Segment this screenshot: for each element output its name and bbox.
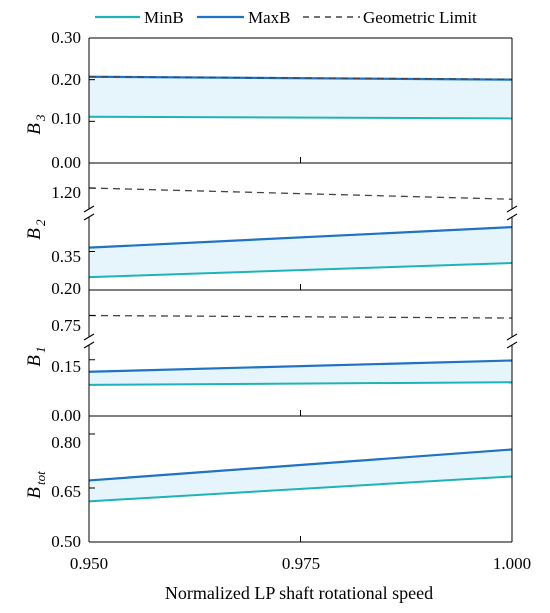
x-tick-label: 0.975 [282, 554, 320, 573]
band-fill-b2 [89, 227, 512, 278]
y-tick-label: 0.75 [51, 316, 81, 335]
series-maxb-line-btot [88, 448, 513, 482]
x-tick-labels: 0.950 0.975 1.000 [70, 554, 531, 573]
axis-break-mark [83, 333, 95, 341]
series-geometric-limit-line-b3 [88, 76, 513, 80]
x-tick-label: 1.000 [493, 554, 531, 573]
axis-break-mark [506, 341, 518, 349]
legend-limit-label: Geometric Limit [363, 8, 477, 27]
chart-marks [83, 37, 518, 543]
axis-break-mark [83, 205, 95, 213]
y-tick-label: 0.00 [51, 153, 81, 172]
axis-break-mark [83, 213, 95, 221]
y-tick-labels: 0.30 0.20 0.10 0.00 1.20 0.35 0.20 0.75 … [51, 28, 81, 551]
legend: MinB MaxB Geometric Limit [95, 8, 477, 27]
y-tick-label: 0.10 [51, 109, 81, 128]
y-tick-label: 0.15 [51, 357, 81, 376]
y-axis-label-btot: B tot [24, 471, 48, 499]
x-axis-label: Normalized LP shaft rotational speed [165, 583, 433, 603]
series-minb-line-b2 [88, 262, 513, 279]
y-tick-label: 0.50 [51, 532, 81, 551]
y-tick-label: 0.65 [51, 482, 81, 501]
band-fill-btot [89, 449, 512, 502]
legend-minb-label: MinB [144, 8, 184, 27]
series-minb-line-b3 [88, 115, 513, 120]
y-label-main: B [24, 123, 45, 135]
axis-break-mark [506, 205, 518, 213]
y-tick-label: 0.20 [51, 70, 81, 89]
series-maxb-line-b1 [88, 359, 513, 373]
y-tick-label: 0.80 [51, 433, 81, 452]
svg-text:B: B [24, 123, 45, 135]
band-fill-b1 [89, 360, 512, 385]
y-label-sub: 1 [33, 347, 48, 354]
series-geometric-limit-line-b1 [88, 314, 513, 319]
series-minb-line-b1 [88, 381, 513, 386]
y-label-main: B [24, 355, 45, 367]
axis-break-mark [506, 333, 518, 341]
y-tick-label: 0.00 [51, 406, 81, 425]
series-minb-line-btot [88, 475, 513, 503]
y-tick-label: 0.30 [51, 28, 81, 47]
y-tick-label: 1.20 [51, 183, 81, 202]
y-tick-label: 0.20 [51, 279, 81, 298]
y-label-sub: tot [33, 471, 48, 485]
y-label-sub: 2 [33, 219, 48, 226]
y-label-main: B [24, 228, 45, 240]
legend-maxb-label: MaxB [248, 8, 291, 27]
y-label-main: B [24, 487, 45, 499]
y-label-sub: 3 [33, 114, 48, 122]
y-tick-label: 0.35 [51, 247, 81, 266]
axis-break-mark [83, 341, 95, 349]
y-axis-label-b3: B 3 [24, 114, 48, 135]
series-maxb-line-b2 [88, 226, 513, 249]
series-geometric-limit-line-b2 [88, 187, 513, 200]
y-axis-label-b1: B 1 [24, 347, 48, 367]
x-tick-label: 0.950 [70, 554, 108, 573]
axis-break-mark [506, 213, 518, 221]
y-axis-label-b2: B 2 [24, 219, 48, 240]
band-fill-b3 [89, 76, 512, 119]
